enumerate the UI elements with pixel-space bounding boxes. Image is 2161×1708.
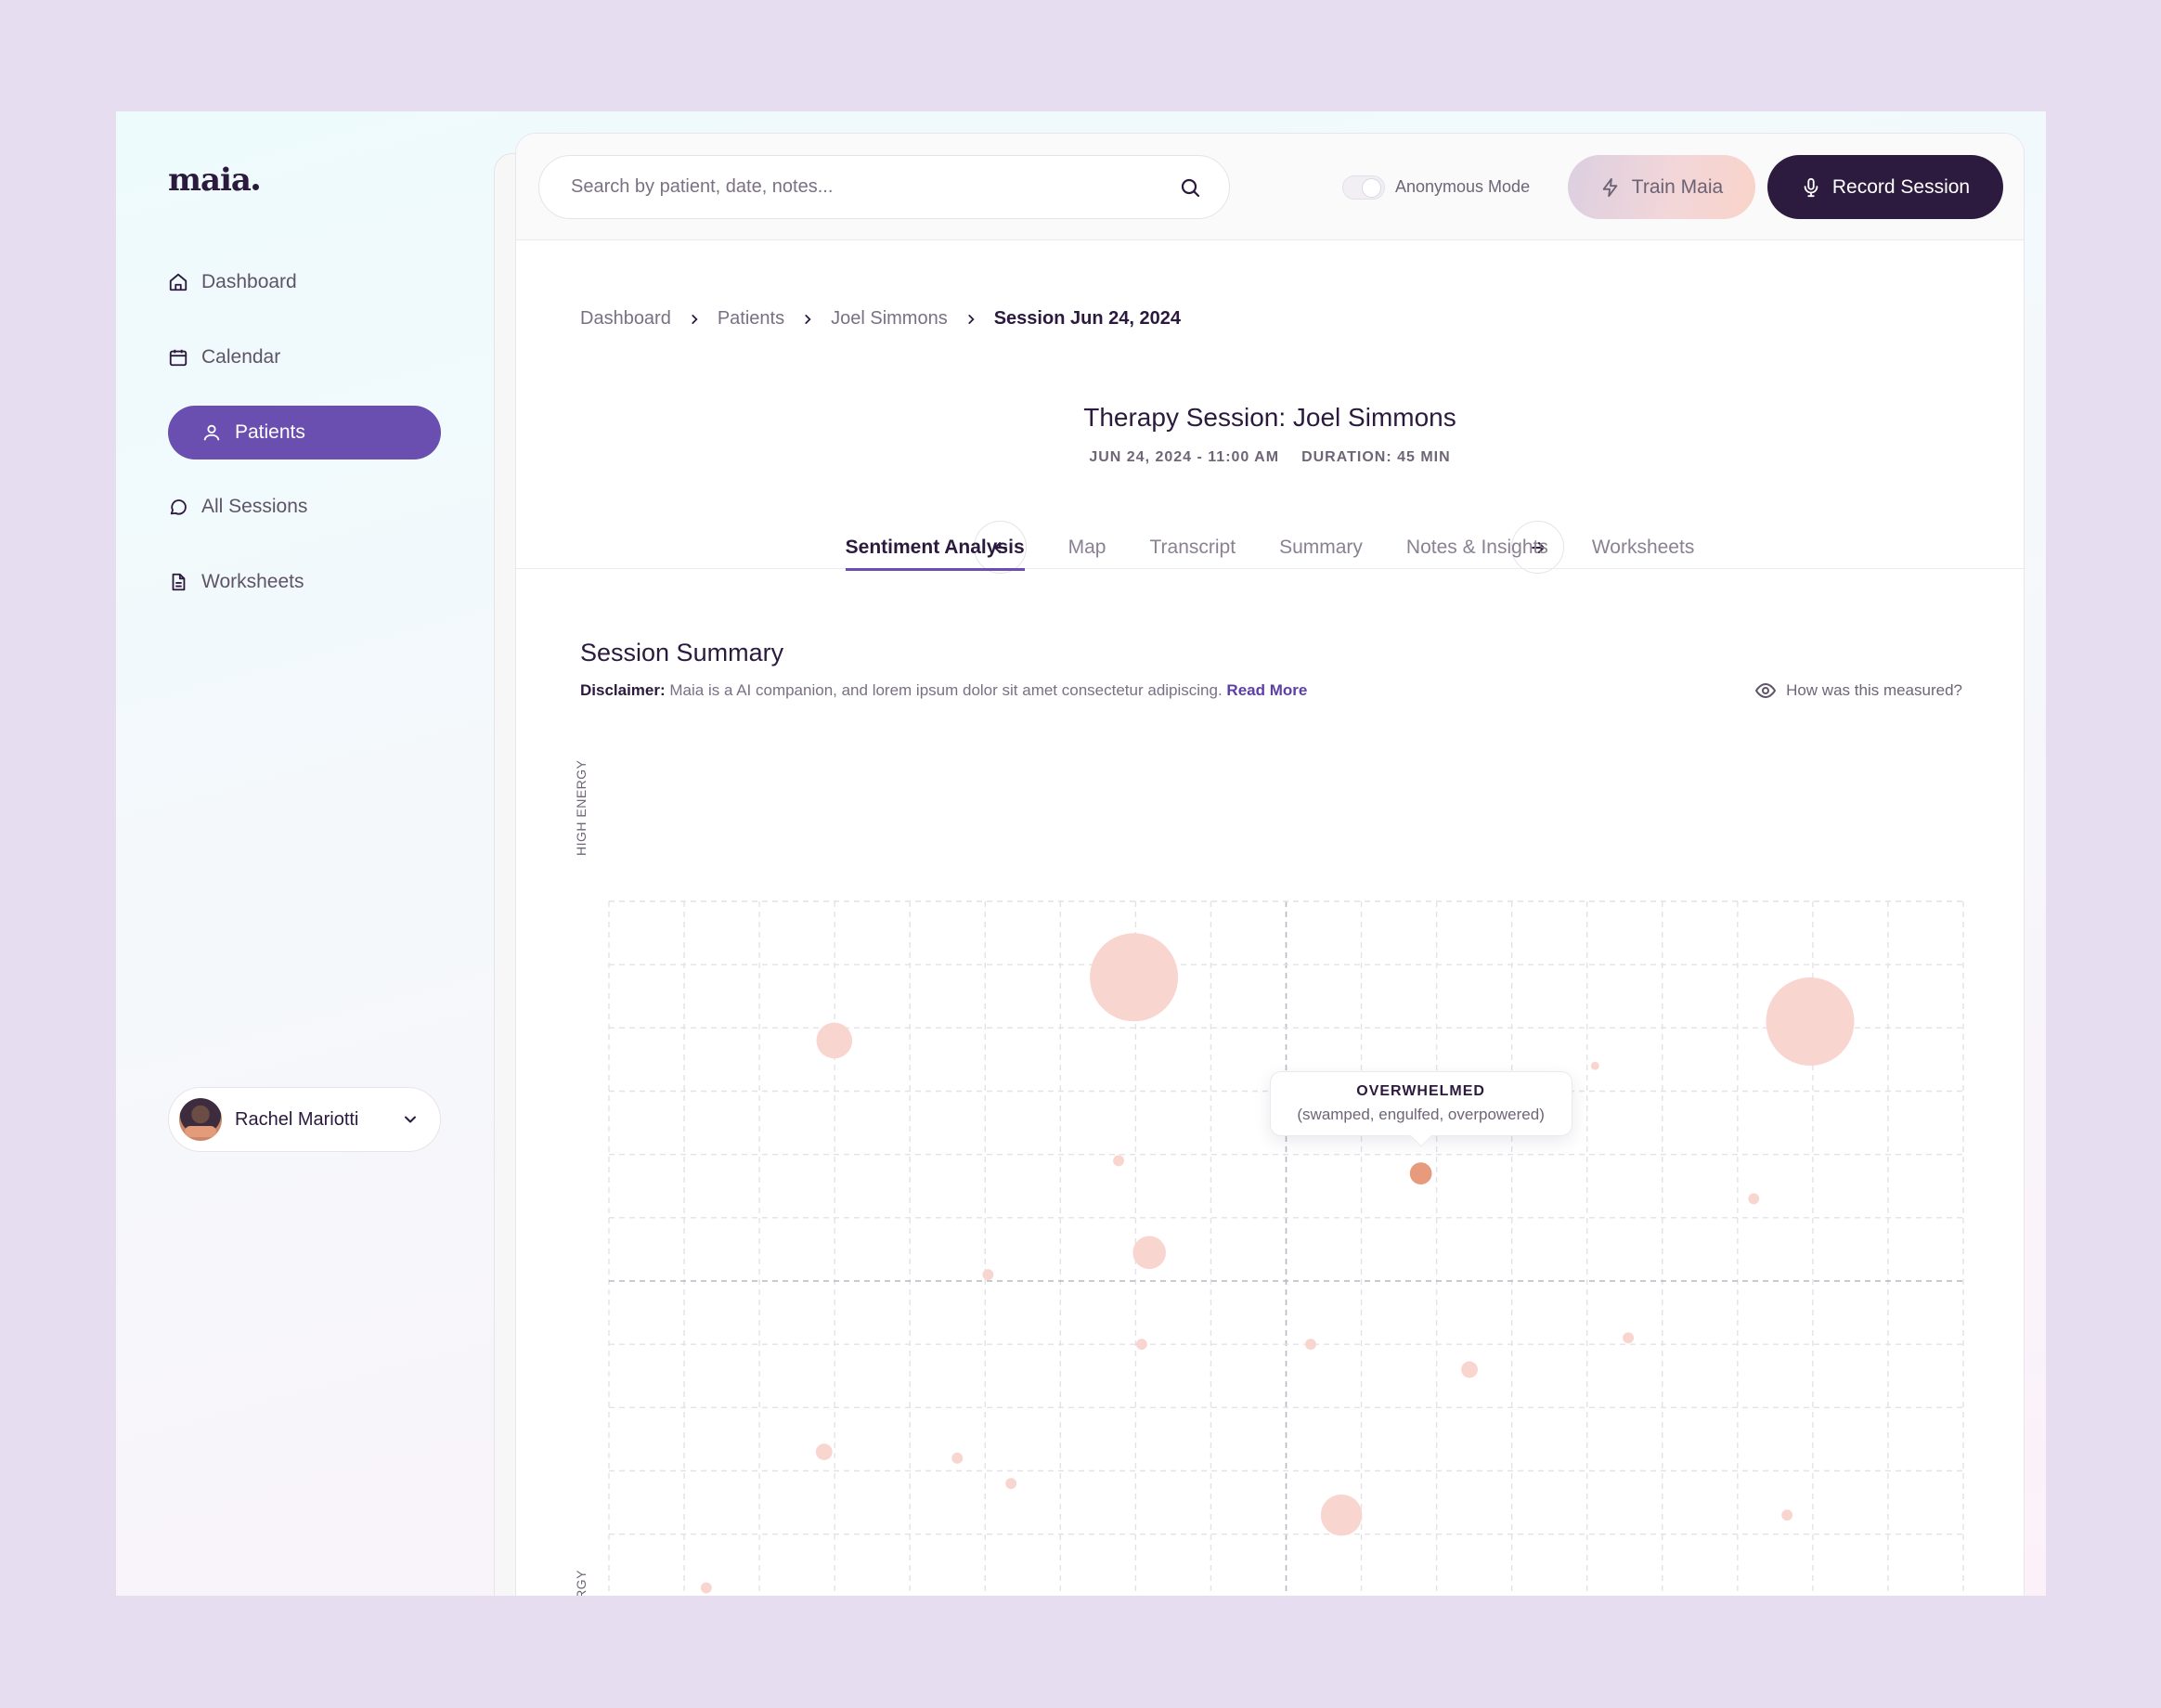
logo-text: maia [168, 162, 252, 199]
logo-dot [252, 184, 259, 190]
lightning-icon [1602, 177, 1618, 197]
how-measured-label: How was this measured? [1786, 681, 1962, 699]
session-duration: DURATION: 45 MIN [1301, 449, 1451, 465]
sentiment-chart: HIGH ENERGY LOW ENERGY 0:005:0010:0015:0… [563, 746, 1983, 1596]
chevron-right-icon [968, 314, 975, 324]
chat-bubble-icon [170, 499, 187, 515]
sidebar-item-label: Worksheets [201, 571, 304, 592]
data-point[interactable] [1766, 977, 1855, 1067]
how-measured-link[interactable]: How was this measured? [1754, 679, 1962, 702]
tab-worksheets[interactable]: Worksheets [1591, 537, 1695, 558]
search-bar[interactable] [538, 155, 1230, 219]
tab-notes-insights[interactable]: Notes & Insights [1405, 537, 1548, 558]
breadcrumb-dashboard[interactable]: Dashboard [580, 308, 671, 329]
sidebar-item-dashboard[interactable]: Dashboard [168, 255, 441, 309]
calendar-icon [169, 349, 188, 367]
search-icon[interactable] [1179, 176, 1201, 199]
data-point[interactable] [1135, 1339, 1147, 1351]
breadcrumb-patients[interactable]: Patients [717, 308, 785, 329]
data-point[interactable] [816, 1022, 853, 1059]
arrow-left-icon [993, 541, 1007, 553]
tabs: Sentiment Analysis Map Transcript Summar… [516, 524, 2024, 571]
main-card: Anonymous Mode Train Maia Record Session… [515, 133, 2025, 1596]
data-point[interactable] [1781, 1509, 1793, 1521]
breadcrumb-current: Session Jun 24, 2024 [993, 308, 1181, 329]
app-frame: maia Dashboard Calendar Patients All Ses… [116, 111, 2046, 1596]
chart-plot [608, 900, 1964, 1596]
document-icon [172, 573, 186, 591]
session-title: Therapy Session: Joel Simmons [1083, 403, 1456, 432]
disclaimer-text: Maia is a AI companion, and lorem ipsum … [665, 681, 1227, 699]
maia-logo[interactable]: maia [168, 162, 259, 199]
read-more-link[interactable]: Read More [1226, 681, 1308, 699]
data-point[interactable] [815, 1443, 833, 1460]
tab-transcript[interactable]: Transcript [1149, 537, 1236, 558]
sidebar-item-label: Calendar [201, 346, 281, 368]
tooltip-title: OVERWHELMED [1356, 1083, 1485, 1100]
topbar: Anonymous Mode Train Maia Record Session [516, 134, 2024, 240]
chevron-right-icon [692, 314, 698, 324]
section-title: Session Summary [580, 639, 784, 666]
home-icon [169, 273, 188, 291]
data-point[interactable] [1090, 933, 1179, 1022]
session-title-wrap: Therapy Session: Joel Simmons [516, 403, 2024, 433]
tab-map[interactable]: Map [1068, 537, 1106, 558]
session-datetime: JUN 24, 2024 - 11:00 AM [1089, 449, 1280, 465]
tooltip-detail: (swamped, engulfed, overpowered) [1297, 1106, 1545, 1124]
search-input[interactable] [571, 176, 1179, 198]
sidebar-item-patients[interactable]: Patients [168, 406, 441, 459]
tab-summary[interactable]: Summary [1279, 537, 1363, 558]
data-point[interactable] [1132, 1236, 1166, 1270]
sidebar-item-label: Patients [235, 421, 305, 443]
data-point[interactable] [1590, 1061, 1599, 1070]
sidebar-item-label: Dashboard [201, 271, 297, 292]
arrow-right-icon [1531, 541, 1545, 553]
sidebar-item-worksheets[interactable]: Worksheets [168, 555, 441, 609]
data-point[interactable] [1305, 1339, 1316, 1351]
data-point[interactable] [1748, 1193, 1760, 1205]
data-point[interactable] [1005, 1478, 1017, 1490]
eye-icon [1754, 682, 1777, 699]
highlighted-data-point[interactable] [1409, 1162, 1432, 1184]
next-session-button[interactable] [1511, 521, 1564, 574]
breadcrumb-patient[interactable]: Joel Simmons [831, 308, 948, 329]
emotion-tooltip: OVERWHELMED (swamped, engulfed, overpowe… [1269, 1071, 1572, 1137]
previous-session-button[interactable] [974, 521, 1027, 574]
data-point[interactable] [1623, 1332, 1635, 1344]
train-maia-button[interactable]: Train Maia [1568, 155, 1755, 219]
train-maia-label: Train Maia [1631, 175, 1724, 198]
y-label-low-energy: LOW ENERGY [574, 1570, 589, 1596]
microphone-icon [1804, 177, 1818, 197]
breadcrumb: Dashboard Patients Joel Simmons Session … [580, 308, 1181, 330]
data-point[interactable] [951, 1452, 964, 1464]
data-point[interactable] [700, 1582, 712, 1594]
sidebar-item-label: All Sessions [201, 496, 308, 517]
user-icon [203, 424, 220, 441]
y-label-high-energy: HIGH ENERGY [574, 759, 589, 856]
record-session-button[interactable]: Record Session [1767, 155, 2003, 219]
sidebar-item-all-sessions[interactable]: All Sessions [168, 480, 441, 534]
tab-sentiment-analysis[interactable]: Sentiment Analysis [845, 524, 1025, 571]
data-point[interactable] [1320, 1494, 1363, 1536]
disclaimer-label: Disclaimer: [580, 681, 666, 699]
session-meta: JUN 24, 2024 - 11:00 AM DURATION: 45 MIN [516, 449, 2024, 466]
data-point[interactable] [982, 1269, 994, 1281]
record-session-label: Record Session [1831, 175, 1971, 198]
anonymous-mode-toggle[interactable] [1342, 175, 1385, 200]
chevron-down-icon [405, 1116, 416, 1123]
data-point[interactable] [1461, 1361, 1478, 1378]
user-menu[interactable]: Rachel Mariotti [168, 1087, 441, 1152]
user-name: Rachel Mariotti [235, 1108, 359, 1130]
disclaimer: Disclaimer: Maia is a AI companion, and … [580, 681, 1307, 700]
data-point[interactable] [1113, 1155, 1124, 1167]
chevron-right-icon [805, 314, 811, 324]
avatar [179, 1098, 222, 1141]
anonymous-mode-label: Anonymous Mode [1395, 177, 1531, 196]
sidebar-item-calendar[interactable]: Calendar [168, 330, 441, 384]
